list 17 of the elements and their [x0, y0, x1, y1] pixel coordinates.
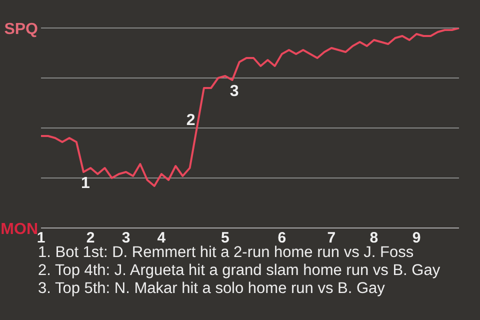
text: 3. Top 5th: N. Makar hit a solo home run vs B. Gay — [38, 280, 386, 298]
x-tick-label: 7 — [327, 230, 336, 247]
text: MON — [0, 221, 38, 238]
x-tick-label: 6 — [278, 230, 286, 247]
x-tick-label: 5 — [221, 230, 230, 247]
x-tick-label: 2 — [86, 230, 95, 247]
text: SPQ — [4, 21, 38, 38]
text: 2. Top 4th: J. Argueta hit a grand slam home run vs B. Gay — [38, 262, 440, 280]
x-tick-label: 8 — [370, 230, 378, 247]
x-tick-label: 1 — [36, 230, 46, 247]
x-tick-label: 3 — [122, 230, 130, 247]
annotation: 3 — [230, 83, 239, 100]
x-tick-label: 9 — [412, 230, 421, 247]
x-tick-label: 4 — [157, 230, 166, 247]
annotation: 2 — [186, 112, 196, 129]
annotation: 1 — [81, 175, 90, 192]
text: 1. Bot 1st: D. Remmert hit a 2-run home run vs J. Foss — [38, 244, 415, 262]
